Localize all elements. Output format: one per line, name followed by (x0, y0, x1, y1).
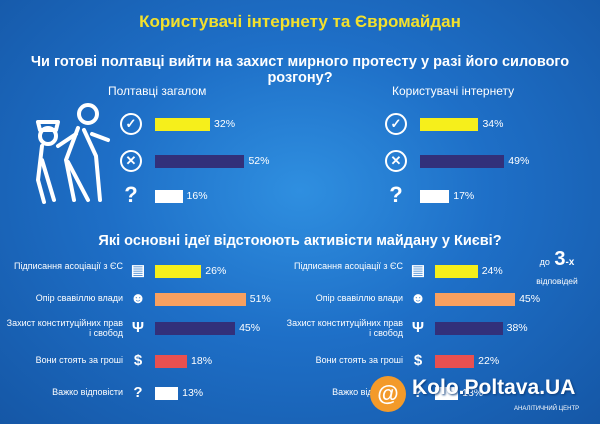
bar (435, 265, 478, 278)
note-rest: відповідей (536, 276, 578, 286)
category-label: Важко відповісти (332, 387, 403, 397)
bar (435, 355, 475, 368)
chart-1-title: Полтавці загалом (108, 84, 207, 98)
data-label: 51% (249, 293, 271, 305)
category-label: Захист конституційних прав і свобод (6, 318, 123, 338)
category-label: Підписання асоціації з ЄС (14, 261, 123, 271)
data-label: 22% (478, 355, 500, 367)
bar (420, 155, 505, 168)
page-title: Користувачі інтернету та Євромайдан (139, 12, 461, 31)
bar (435, 387, 459, 400)
cross-icon: ✕ (385, 150, 407, 172)
data-label: 17% (453, 190, 475, 202)
data-label: 18% (191, 355, 213, 367)
data-label: 34% (482, 118, 504, 130)
check-icon: ✓ (120, 113, 142, 135)
bar (155, 322, 236, 335)
document-icon: ▤ (130, 262, 146, 279)
category-label: Опір свавіллю влади (315, 293, 403, 303)
category-label: Підписання асоціації з ЄС (294, 261, 403, 271)
bar (435, 293, 516, 306)
data-label: 32% (214, 118, 236, 130)
org-name: АНАЛІТИЧНИЙ ЦЕНТР (514, 406, 580, 412)
data-label: 26% (205, 265, 227, 277)
crowd-icon: ☻ (130, 290, 146, 307)
answers-note: до 3-х відповідей (521, 248, 593, 289)
data-label: 52% (248, 155, 270, 167)
category-label: Вони стоять за гроші (35, 355, 123, 365)
category-label: Опір свавіллю влади (35, 293, 123, 303)
data-label: 13% (462, 387, 484, 399)
data-label: 24% (481, 265, 503, 277)
note-number: 3 (554, 248, 566, 270)
trident-icon: Ψ (411, 319, 425, 336)
data-label: 49% (508, 155, 530, 167)
bar (155, 265, 202, 278)
bar (155, 387, 179, 400)
category-label: Захист конституційних прав і свобод (286, 318, 403, 338)
bar (155, 118, 211, 131)
question-icon: ? (124, 182, 138, 207)
bar (420, 190, 450, 203)
at-logo-icon: @ (370, 376, 406, 412)
question-icon: ? (389, 182, 403, 207)
dollar-icon: $ (413, 352, 423, 369)
check-icon: ✓ (385, 113, 407, 135)
police-arrest-icon (36, 103, 110, 204)
question-icon: ? (133, 384, 143, 401)
bar (155, 190, 183, 203)
chart-2-title: Користувачі інтернету (392, 84, 515, 98)
note-suffix: -х (565, 257, 575, 268)
category-label: Вони стоять за гроші (315, 355, 403, 365)
category-label: Важко відповісти (52, 387, 123, 397)
data-label: 13% (182, 387, 204, 399)
document-icon: ▤ (410, 262, 426, 279)
bar (155, 293, 246, 306)
trident-icon: Ψ (131, 319, 145, 336)
bar (155, 355, 188, 368)
question-2: Які основні ідеї відстоюють активісти ма… (98, 233, 502, 249)
data-label: 38% (506, 322, 528, 334)
data-label: 16% (186, 190, 208, 202)
watermark: @ Kolo.Poltava.UA АНАЛІТИЧНИЙ ЦЕНТР (368, 370, 598, 418)
data-label: 45% (519, 293, 541, 305)
bar (435, 322, 503, 335)
site-name: Kolo.Poltava.UA (412, 376, 576, 399)
note-prefix: до (539, 257, 550, 267)
cross-icon: ✕ (120, 150, 142, 172)
data-label: 45% (239, 322, 261, 334)
bar (155, 155, 245, 168)
bar (420, 118, 479, 131)
crowd-icon: ☻ (410, 290, 426, 307)
dollar-icon: $ (133, 352, 143, 369)
question-icon: ? (413, 384, 423, 401)
question-1: Чи готові полтавці вийти на захист мирно… (30, 54, 570, 86)
